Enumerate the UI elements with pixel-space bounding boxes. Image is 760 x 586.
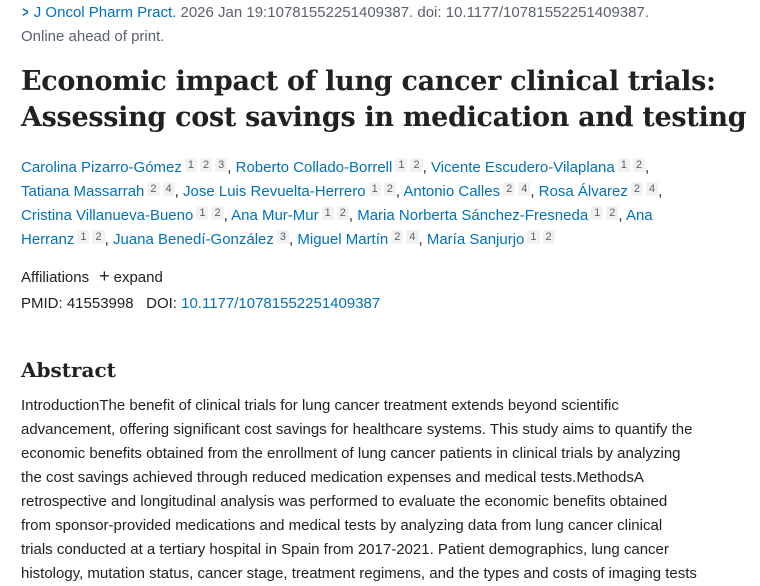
- abstract-text: IntroductionThe benefit of clinical tria…: [21, 394, 751, 586]
- affiliation-number[interactable]: 2: [391, 230, 404, 244]
- author: Ana Herranz 1 2: [21, 207, 653, 248]
- author-link[interactable]: Miguel Martín: [297, 231, 389, 248]
- author: Cristina Villanueva-Bueno 1 2: [21, 206, 224, 224]
- affiliation-number[interactable]: 2: [606, 206, 619, 220]
- pmid-value: 41553998: [66, 295, 134, 312]
- author-link[interactable]: Juana Benedí-González: [112, 231, 274, 248]
- author-link[interactable]: Cristina Villanueva-Bueno: [21, 207, 194, 224]
- affiliation-number[interactable]: 1: [395, 158, 408, 172]
- author: Tatiana Massarrah 2 4: [21, 182, 175, 200]
- author: Miguel Martín 2 4: [297, 230, 419, 248]
- author: María Sanjurjo 1 2: [426, 230, 555, 248]
- doi-label: DOI:: [146, 295, 177, 312]
- author: Jose Luis Revuelta-Herrero 1 2: [183, 182, 396, 200]
- author-link[interactable]: Vicente Escudero-Vilaplana: [430, 159, 615, 176]
- author: Antonio Calles 2 4: [403, 182, 531, 200]
- doi-link[interactable]: 10.1177/10781552251409387: [181, 295, 381, 312]
- affiliations: Affiliations + expand: [21, 264, 751, 290]
- affiliation-number[interactable]: 4: [406, 230, 419, 244]
- plus-icon[interactable]: +: [99, 266, 110, 286]
- affiliation-number[interactable]: 1: [617, 158, 630, 172]
- affiliations-label: Affiliations: [21, 269, 90, 286]
- author-link[interactable]: Antonio Calles: [403, 183, 501, 200]
- author-link[interactable]: Ana Mur-Mur: [231, 207, 319, 224]
- abstract-line: economic benefits obtained from the enro…: [21, 445, 681, 462]
- affiliation-number[interactable]: 2: [383, 182, 396, 196]
- abstract-heading: Abstract: [21, 358, 116, 382]
- identifiers: PMID: 41553998 DOI: 10.1177/107815522514…: [21, 292, 751, 316]
- pmid-label: PMID:: [21, 295, 63, 312]
- affiliation-number[interactable]: 1: [368, 182, 381, 196]
- affiliation-number[interactable]: 1: [77, 230, 90, 244]
- affiliation-number[interactable]: 4: [162, 182, 175, 196]
- author: Maria Norberta Sánchez-Fresneda 1 2: [357, 206, 619, 224]
- author: Roberto Collado-Borrell 1 2: [235, 158, 423, 176]
- abstract-line: from sponsor-provided medications and me…: [21, 517, 663, 534]
- citation: > J Oncol Pharm Pract. 2026 Jan 19:107815…: [21, 1, 751, 49]
- abstract-line: retrospective and longitudinal analysis …: [21, 493, 668, 510]
- abstract-line: histology, mutation status, cancer stage…: [21, 565, 697, 582]
- author-link[interactable]: Tatiana Massarrah: [21, 183, 145, 200]
- abstract-line: trials conducted at a tertiary hospital …: [21, 541, 669, 558]
- journal-link[interactable]: J Oncol Pharm Pract.: [33, 4, 177, 21]
- affiliation-number[interactable]: 4: [518, 182, 531, 196]
- affiliation-number[interactable]: 2: [200, 158, 213, 172]
- abstract-line: the cost savings achieved through reduce…: [21, 469, 644, 486]
- author-list: Carolina Pizarro-Gómez 1 2 3, Roberto Colla…: [21, 158, 663, 248]
- affiliation-number[interactable]: 1: [591, 206, 604, 220]
- affiliation-number[interactable]: 2: [410, 158, 423, 172]
- affiliation-number[interactable]: 1: [527, 230, 540, 244]
- author-link[interactable]: María Sanjurjo: [426, 231, 525, 248]
- author-link[interactable]: Ana Herranz: [21, 207, 653, 248]
- affiliation-number[interactable]: 1: [196, 206, 209, 220]
- affiliation-number[interactable]: 2: [503, 182, 516, 196]
- publication-status: Online ahead of print.: [21, 28, 165, 45]
- author-link[interactable]: Maria Norberta Sánchez-Fresneda: [357, 207, 589, 224]
- author-link[interactable]: Roberto Collado-Borrell: [235, 159, 393, 176]
- affiliation-number[interactable]: 2: [542, 230, 555, 244]
- author-link[interactable]: Jose Luis Revuelta-Herrero: [183, 183, 366, 200]
- author: Rosa Álvarez 2 4: [538, 182, 659, 200]
- citation-details: 2026 Jan 19:10781552251409387. doi: 10.1…: [176, 4, 649, 21]
- affiliation-number[interactable]: 2: [92, 230, 105, 244]
- affiliation-number[interactable]: 1: [184, 158, 198, 172]
- expand-button[interactable]: expand: [113, 269, 163, 286]
- affiliation-number[interactable]: 1: [321, 206, 334, 220]
- chevron-right-icon[interactable]: >: [22, 4, 29, 21]
- affiliation-number[interactable]: 2: [336, 206, 349, 220]
- affiliation-number[interactable]: 2: [630, 182, 643, 196]
- author-link[interactable]: Rosa Álvarez: [538, 183, 628, 200]
- abstract-line: IntroductionThe benefit of clinical tria…: [21, 397, 619, 414]
- article-title: Economic impact of lung cancer clinical …: [21, 66, 747, 133]
- affiliation-number[interactable]: 2: [632, 158, 645, 172]
- affiliation-number[interactable]: 4: [646, 182, 659, 196]
- author: Vicente Escudero-Vilaplana 1 2: [430, 158, 645, 176]
- abstract-line: advancement, offering significant cost s…: [21, 421, 693, 438]
- author-link[interactable]: Carolina Pizarro-Gómez: [21, 159, 182, 176]
- affiliation-number[interactable]: 3: [276, 230, 290, 244]
- author: Juana Benedí-González 3: [112, 230, 290, 248]
- affiliation-number[interactable]: 2: [211, 206, 224, 220]
- affiliation-number[interactable]: 2: [147, 182, 160, 196]
- affiliation-number[interactable]: 3: [215, 158, 228, 172]
- author: Ana Mur-Mur 1 2: [231, 206, 349, 224]
- author: Carolina Pizarro-Gómez 1 2 3: [21, 158, 228, 176]
